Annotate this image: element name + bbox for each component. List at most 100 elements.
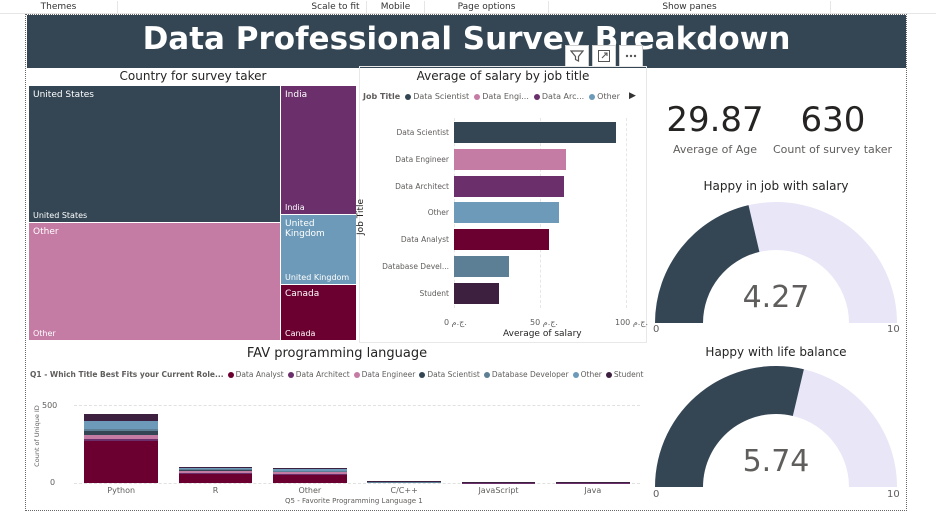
focus-mode-icon[interactable] [592,45,616,67]
gauge-life-min: 0 [653,489,660,500]
lang-category-label: R [212,486,219,495]
lang-bar-segment[interactable] [367,481,441,482]
treemap-title: Country for survey taker [119,69,267,83]
lang-bar-segment[interactable] [178,471,253,473]
legend-item[interactable]: Data Engi... [474,92,529,101]
toolbar-mobile[interactable]: Mobile [367,1,425,14]
lang-bar-segment[interactable] [273,468,347,471]
gauge-job-min: 0 [653,324,660,335]
lang-y-tick: 500 [42,401,58,410]
lang-bar-segment[interactable] [84,440,158,483]
legend-item[interactable]: Data Scientist [405,92,469,101]
tile-label-bottom: United Kingdom [285,273,350,282]
toolbar-show-panes[interactable]: Show panes [549,1,831,14]
toolbar-show-panes-label: Show panes [662,2,717,12]
treemap-tile-other[interactable]: Other Other [29,223,280,340]
salary-legend-title: Job Title [363,92,401,101]
tile-label: United States [33,90,94,100]
toolbar-page-options[interactable]: Page options [425,1,549,14]
salary-category-label: Data Architect [395,181,449,191]
lang-bar-segment[interactable] [84,439,158,441]
legend-dot [483,371,490,378]
gauge-job-value: 4.27 [742,280,810,315]
lang-bar-segment[interactable] [461,481,536,483]
legend-dot [419,371,426,378]
toolbar-mobile-label: Mobile [380,2,411,12]
lang-bar-segment[interactable] [84,434,158,440]
salary-category-label: Data Scientist [396,128,450,137]
kpi-count-label: Count of survey taker [772,143,893,156]
lang-bar-segment[interactable] [273,468,347,469]
lang-bar-segment[interactable] [84,413,158,421]
legend-next-icon[interactable]: ▶ [629,91,636,101]
lang-category-label: JavaScript [478,486,519,495]
legend-item[interactable]: Student [605,370,643,379]
legend-item[interactable]: Other [589,92,620,101]
legend-item[interactable]: Data Scientist [419,370,480,379]
legend-item[interactable]: Other [572,370,602,379]
title-banner: Data Professional Survey Breakdown [27,15,906,68]
salary-bar[interactable] [454,175,565,197]
filter-icon[interactable] [565,45,589,67]
salary-bar[interactable] [454,122,616,143]
treemap-tile-canada[interactable]: Canada Canada [281,285,356,340]
salary-bar[interactable] [454,229,549,251]
lang-bar-segment[interactable] [273,472,347,474]
salary-bar[interactable] [454,148,566,170]
treemap-tile-united-states[interactable]: United States United States [29,86,280,222]
tile-label-bottom: Canada [285,329,316,338]
lang-bar-segment[interactable] [273,470,347,472]
legend-label: Data Engineer [361,370,416,379]
salary-legend: Job Title Data Scientist Data Engi... Da… [363,92,620,101]
lang-y-axis-title: Count of Unique ID [33,405,41,467]
toolbar-scale-to-fit[interactable]: Scale to fit [305,1,367,14]
legend-item[interactable]: Data Engineer [353,370,416,379]
salary-bar[interactable] [454,282,499,304]
treemap-tile-india[interactable]: India India [281,86,356,214]
lang-category-label: C/C++ [390,486,418,495]
lang-bar-segment[interactable] [556,481,630,483]
lang-bar-segment[interactable] [367,481,441,483]
legend-dot [605,371,612,378]
legend-label: Data Arc... [541,92,585,101]
report-toolbar: Themes Scale to fit Mobile Page options … [0,0,936,14]
lang-bar-segment[interactable] [84,420,158,430]
lang-bar-segment[interactable] [84,430,158,435]
lang-bar-segment[interactable] [178,473,253,483]
visual-header [565,45,647,67]
salary-bar[interactable] [454,202,559,224]
legend-dot [572,371,579,378]
lang-bar-segment[interactable] [367,482,441,483]
lang-bar-segment[interactable] [178,470,253,472]
legend-item[interactable]: Database Developer [483,370,569,379]
legend-label: Other [580,370,602,379]
treemap-tile-united-kingdom[interactable]: United Kingdom United Kingdom [281,215,356,284]
tile-label-bottom: Other [33,329,56,338]
lang-bar-segment[interactable] [178,466,253,468]
lang-bar-segment[interactable] [273,473,347,475]
lang-bar-segment[interactable] [84,429,158,431]
lang-bar-segment[interactable] [273,471,347,473]
salary-x-tick: 50 ج.م. [530,318,558,327]
salary-category-label: Data Analyst [400,235,449,245]
legend-item[interactable]: Data Arc... [533,92,585,101]
lang-bar-segment[interactable] [273,474,347,483]
toolbar-themes-label: Themes [40,2,77,12]
more-options-icon[interactable] [619,45,643,67]
salary-category-label: Other [427,208,449,218]
legend-item[interactable]: Data Architect [287,370,350,379]
gauge-fill [655,205,760,323]
legend-item[interactable]: Data Analyst [227,370,284,379]
toolbar-scale-label: Scale to fit [311,2,360,12]
lang-legend-title: Q1 - Which Title Best Fits your Current … [30,370,224,379]
lang-gridline [74,405,640,406]
tile-label: Canada [285,289,320,299]
toolbar-themes[interactable]: Themes [0,1,118,14]
lang-bar-segment[interactable] [178,467,253,470]
lang-bar-segment[interactable] [178,469,253,471]
gauge-job-title: Happy in job with salary [703,179,849,193]
lang-chart-title: FAV programming language [246,346,428,361]
tile-label: United Kingdom [285,219,325,239]
lang-bar-segment[interactable] [178,472,253,474]
salary-bar[interactable] [454,256,510,277]
